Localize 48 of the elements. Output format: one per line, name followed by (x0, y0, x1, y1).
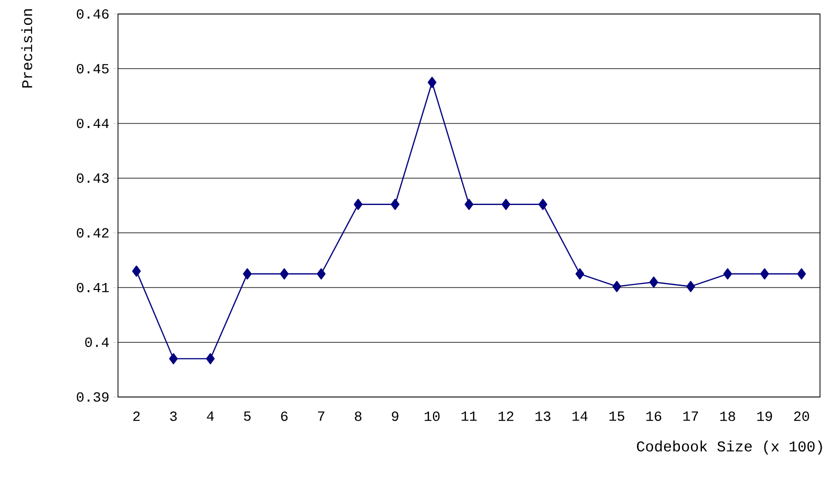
point (206, 353, 215, 364)
x-tick-label: 19 (757, 412, 772, 421)
y-tick-label: 0.39 (76, 392, 109, 402)
point (797, 268, 806, 280)
point (760, 268, 769, 280)
point (649, 276, 658, 288)
x-tick-label: 20 (794, 412, 810, 421)
point (280, 268, 289, 280)
x-tick-label: 9 (392, 412, 398, 421)
x-tick-label: 14 (572, 412, 588, 421)
y-tick-label: 0.43 (76, 173, 109, 183)
x-tick-label: 7 (318, 412, 324, 421)
point (538, 198, 548, 210)
x-tick-label: 13 (536, 412, 550, 421)
x-tick-label: 11 (462, 412, 477, 421)
point (612, 280, 622, 292)
point (723, 268, 732, 280)
y-tick-label: 0.45 (76, 64, 109, 74)
point (132, 266, 141, 277)
x-tick-label: 5 (244, 412, 251, 421)
point (169, 353, 178, 364)
point (464, 198, 474, 210)
x-tick-label: 4 (206, 412, 214, 421)
point (316, 268, 326, 280)
point (502, 198, 510, 210)
x-tick-label: 2 (133, 412, 140, 421)
y-tick-label: 0.41 (76, 282, 109, 292)
x-tick-label: 8 (354, 412, 362, 421)
y-tick-label: 0.42 (76, 228, 108, 238)
x-tick-label: 15 (609, 412, 624, 421)
y-tick-label: 0.46 (76, 9, 109, 19)
x-tick-label: 6 (281, 412, 288, 421)
x-axis-title: Codebook Size (x 100) (636, 440, 822, 454)
x-tick-label: 12 (498, 412, 514, 421)
point (576, 268, 584, 280)
y-axis-title: Precision (21, 9, 32, 88)
y-tick-label: 0.4 (85, 338, 109, 348)
x-tick-label: 3 (170, 412, 177, 421)
point (686, 280, 696, 292)
y-tick-label: 0.44 (76, 118, 109, 128)
point (242, 268, 252, 280)
x-tick-label: 10 (424, 412, 440, 421)
point (354, 198, 363, 210)
x-tick-label: 17 (683, 412, 698, 421)
x-tick-label: 18 (720, 412, 736, 421)
point (390, 198, 400, 210)
x-tick-label: 16 (646, 412, 662, 421)
point (428, 76, 436, 88)
